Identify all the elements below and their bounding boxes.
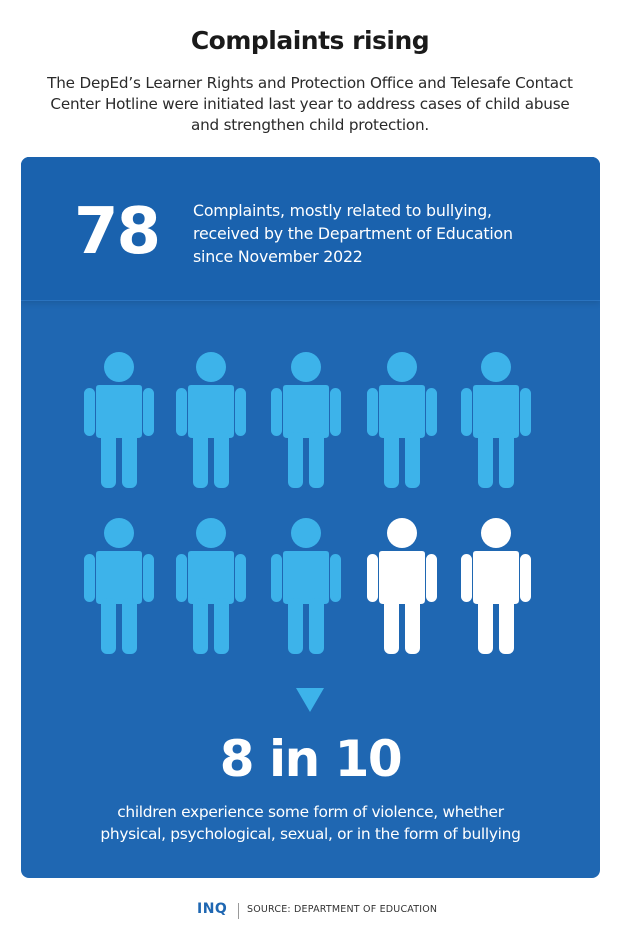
child-figure-icon [176, 518, 246, 654]
child-figure-icon [84, 518, 154, 654]
child-figure-icon [271, 518, 341, 654]
complaints-header-band [21, 157, 600, 301]
violence-description-line: children experience some form of violenc… [117, 803, 504, 821]
complaints-description: Complaints, mostly related to bullying, … [193, 199, 588, 268]
down-arrow-icon [296, 688, 324, 712]
violence-stat: 8 in 10 [219, 730, 403, 788]
child-figure-icon [176, 352, 246, 488]
complaints-description-line: since November 2022 [193, 247, 363, 266]
child-figure-icon [271, 352, 341, 488]
child-figure-icon [367, 518, 437, 654]
violence-description: children experience some form of violenc… [41, 801, 580, 845]
child-figure-icon [461, 352, 531, 488]
page-title: Complaints rising [190, 26, 430, 55]
footer-divider [238, 903, 239, 919]
complaints-count: 78 [74, 195, 161, 269]
intro-text: The DepEd’s Learner Rights and Protectio… [47, 74, 573, 134]
infographic-panel: 78 Complaints, mostly related to bullyin… [21, 157, 600, 878]
child-figure-icon [84, 352, 154, 488]
footer: INQ SOURCE: DEPARTMENT OF EDUCATION [0, 901, 620, 921]
violence-description-line: physical, psychological, sexual, or in t… [100, 825, 521, 843]
child-figure-icon [367, 352, 437, 488]
complaints-description-line: received by the Department of Education [193, 224, 513, 243]
inq-logo: INQ [197, 901, 228, 917]
source-credit: SOURCE: DEPARTMENT OF EDUCATION [247, 904, 438, 915]
complaints-description-line: Complaints, mostly related to bullying, [193, 201, 492, 220]
child-figure-icon [461, 518, 531, 654]
